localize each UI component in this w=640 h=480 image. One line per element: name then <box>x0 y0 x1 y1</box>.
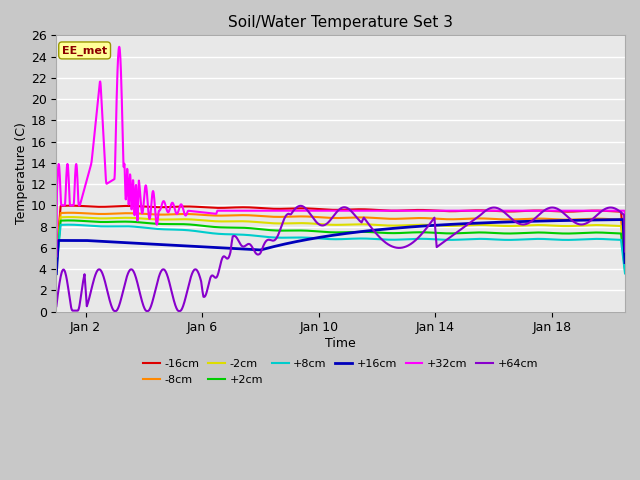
Title: Soil/Water Temperature Set 3: Soil/Water Temperature Set 3 <box>228 15 453 30</box>
Legend: -16cm, -8cm, -2cm, +2cm, +8cm, +16cm, +32cm, +64cm: -16cm, -8cm, -2cm, +2cm, +8cm, +16cm, +3… <box>139 355 542 389</box>
Text: EE_met: EE_met <box>62 45 107 56</box>
X-axis label: Time: Time <box>325 337 356 350</box>
Y-axis label: Temperature (C): Temperature (C) <box>15 122 28 225</box>
